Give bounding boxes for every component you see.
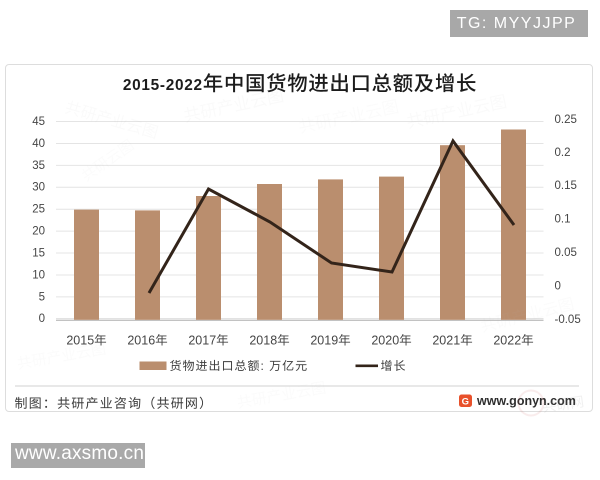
svg-text:10: 10 xyxy=(32,269,45,281)
svg-text:0.05: 0.05 xyxy=(555,247,577,259)
svg-text:35: 35 xyxy=(32,160,45,172)
svg-text:G: G xyxy=(462,397,469,408)
svg-text:2021: 2021 xyxy=(432,334,460,348)
svg-text:0.25: 0.25 xyxy=(555,114,577,126)
svg-text:-0.05: -0.05 xyxy=(555,314,581,326)
svg-text:2015: 2015 xyxy=(66,334,94,348)
svg-text:2016: 2016 xyxy=(127,334,155,348)
svg-text:0.2: 0.2 xyxy=(555,147,571,159)
svg-text:5: 5 xyxy=(39,291,45,303)
svg-text:45: 45 xyxy=(32,116,45,128)
svg-text:15: 15 xyxy=(32,247,45,259)
svg-text:2018: 2018 xyxy=(249,334,277,348)
svg-text:2017: 2017 xyxy=(188,334,216,348)
svg-text:0: 0 xyxy=(39,313,45,325)
svg-text:2015-2022: 2015-2022 xyxy=(123,77,203,94)
svg-text:30: 30 xyxy=(32,182,45,194)
svg-text:25: 25 xyxy=(32,204,45,216)
svg-text:2019: 2019 xyxy=(310,334,338,348)
svg-text:20: 20 xyxy=(32,226,45,238)
svg-text:0.15: 0.15 xyxy=(555,180,577,192)
svg-text:2020: 2020 xyxy=(371,334,399,348)
svg-text::: : xyxy=(261,359,265,373)
svg-text:www.gonyn.com: www.gonyn.com xyxy=(476,394,576,408)
svg-text:40: 40 xyxy=(32,138,45,150)
svg-text:0: 0 xyxy=(555,280,561,292)
svg-text:2022: 2022 xyxy=(493,334,521,348)
svg-text:0.1: 0.1 xyxy=(555,214,571,226)
